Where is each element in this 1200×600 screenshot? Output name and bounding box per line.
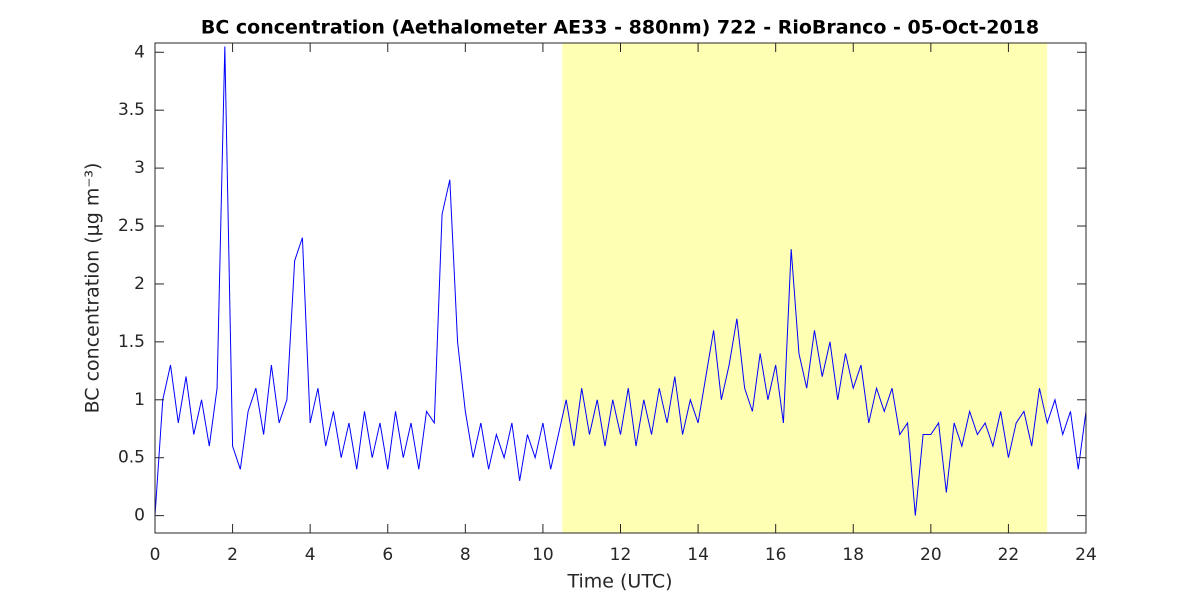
data-line	[154, 46, 1087, 516]
y-tick-label: 2	[134, 274, 145, 294]
y-tick-label: 1	[134, 390, 145, 410]
x-tick-label: 20	[920, 545, 942, 565]
chart-title: BC concentration (Aethalometer AE33 - 88…	[201, 17, 1039, 39]
y-tick-label: 3	[134, 158, 145, 178]
shaded-region	[562, 43, 1048, 533]
x-tick-label: 24	[1075, 545, 1097, 565]
y-tick-label: 0	[134, 506, 145, 526]
y-tick-label: 1.5	[118, 332, 145, 352]
y-tick-label: 0.5	[118, 448, 145, 468]
x-tick-label: 16	[765, 545, 787, 565]
x-tick-label: 18	[842, 545, 864, 565]
x-tick-label: 4	[305, 545, 316, 565]
x-tick-label: 10	[532, 545, 554, 565]
y-axis-label: BC concentration (μg m⁻³)	[82, 163, 104, 414]
y-tick-label: 4	[134, 42, 145, 62]
x-tick-label: 0	[150, 545, 161, 565]
x-tick-label: 8	[460, 545, 471, 565]
x-tick-label: 2	[227, 545, 238, 565]
y-tick-label: 2.5	[118, 216, 145, 236]
y-tick-label: 3.5	[118, 100, 145, 120]
x-axis-label: Time (UTC)	[566, 571, 672, 593]
x-tick-label: 12	[610, 545, 632, 565]
x-tick-label: 14	[687, 545, 709, 565]
x-tick-label: 6	[382, 545, 393, 565]
x-tick-label: 22	[998, 545, 1020, 565]
